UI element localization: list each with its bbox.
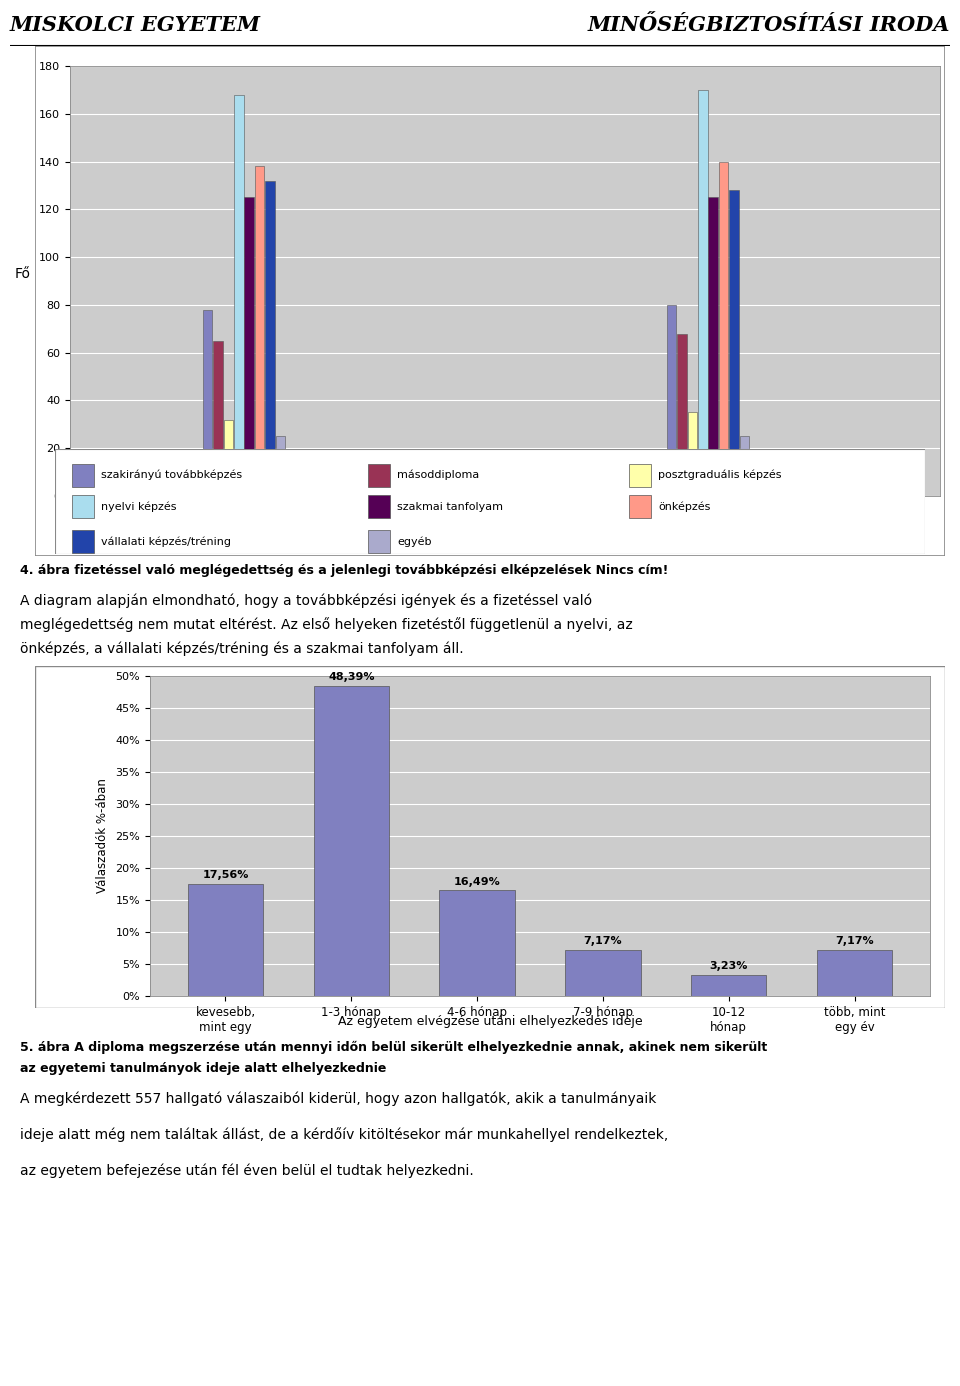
Bar: [314, 686, 389, 997]
Bar: [369, 495, 390, 518]
Text: posztgraduális képzés: posztgraduális képzés: [658, 470, 781, 481]
Text: 7,17%: 7,17%: [584, 937, 622, 947]
Text: szakirányú továbbképzés: szakirányú továbbképzés: [101, 470, 242, 481]
Text: vállalati képzés/tréning: vállalati képzés/tréning: [101, 536, 231, 546]
Text: A megkérdezett 557 hallgató válaszaiból kiderül, hogy azon hallgatók, akik a tan: A megkérdezett 557 hallgató válaszaiból …: [20, 1092, 657, 1106]
Text: 4. ábra fizetéssel való meglégedettség és a jelenlegi továbbképzési elképzelések: 4. ábra fizetéssel való meglégedettség é…: [20, 564, 668, 578]
Bar: [224, 420, 233, 496]
Bar: [440, 890, 515, 997]
Bar: [687, 413, 697, 496]
Text: másoddiploma: másoddiploma: [396, 470, 479, 481]
Bar: [730, 190, 739, 496]
Bar: [254, 166, 264, 496]
Text: nyelvi képzés: nyelvi képzés: [101, 502, 177, 511]
Text: MINŐSÉGBIZTOSÍTÁSI IRODA: MINŐSÉGBIZTOSÍTÁSI IRODA: [588, 15, 950, 35]
Bar: [817, 951, 892, 997]
Text: önképzés, a vállalati képzés/tréning és a szakmai tanfolyam áll.: önképzés, a vállalati képzés/tréning és …: [20, 642, 464, 656]
Text: 48,39%: 48,39%: [328, 672, 374, 682]
Bar: [666, 305, 676, 496]
Bar: [708, 197, 718, 496]
Text: ideje alatt még nem találtak állást, de a kérdőív kitöltésekor már munkahellyel : ideje alatt még nem találtak állást, de …: [20, 1127, 668, 1142]
Text: 5. ábra A diploma megszerzése után mennyi időn belül sikerült elhelyezkednie ann: 5. ábra A diploma megszerzése után menny…: [20, 1041, 767, 1055]
Text: 17,56%: 17,56%: [203, 870, 249, 880]
Text: egyéb: egyéb: [396, 536, 431, 546]
Bar: [265, 180, 275, 496]
Y-axis label: Válaszadók %-ában: Válaszadók %-ában: [96, 779, 108, 894]
Bar: [369, 464, 390, 486]
Bar: [245, 197, 254, 496]
Text: 16,49%: 16,49%: [454, 876, 500, 887]
Bar: [691, 976, 766, 997]
Text: szakmai tanfolyam: szakmai tanfolyam: [396, 502, 503, 511]
Text: 3,23%: 3,23%: [709, 962, 748, 972]
Bar: [677, 334, 686, 496]
Text: A diagram alapján elmondható, hogy a továbbképzési igények és a fizetéssel való: A diagram alapján elmondható, hogy a tov…: [20, 593, 592, 607]
Bar: [565, 951, 640, 997]
Bar: [203, 309, 212, 496]
Bar: [72, 464, 94, 486]
Bar: [72, 529, 94, 553]
Text: MISKOLCI EGYETEM: MISKOLCI EGYETEM: [10, 15, 261, 35]
Bar: [719, 162, 729, 496]
Bar: [234, 94, 244, 496]
Text: az egyetemi tanulmányok ideje alatt elhelyezkednie: az egyetemi tanulmányok ideje alatt elhe…: [20, 1062, 386, 1076]
Bar: [629, 495, 651, 518]
Bar: [188, 884, 263, 997]
Text: önképzés: önképzés: [658, 502, 710, 511]
Bar: [629, 464, 651, 486]
Bar: [369, 529, 390, 553]
Bar: [740, 437, 750, 496]
Text: 7,17%: 7,17%: [835, 937, 874, 947]
Y-axis label: Fő: Fő: [14, 267, 31, 281]
Bar: [276, 437, 285, 496]
Text: Az egyetem elvégzése utáni elhelyezkedés ideje: Az egyetem elvégzése utáni elhelyezkedés…: [338, 1016, 642, 1028]
Bar: [213, 341, 223, 496]
Text: az egyetem befejezése után fél éven belül el tudtak helyezkedni.: az egyetem befejezése után fél éven belü…: [20, 1163, 473, 1178]
Text: meglégedettség nem mutat eltérést. Az első helyeken fizetéstől függetlenül a nye: meglégedettség nem mutat eltérést. Az el…: [20, 617, 633, 632]
Bar: [698, 90, 708, 496]
Bar: [72, 495, 94, 518]
